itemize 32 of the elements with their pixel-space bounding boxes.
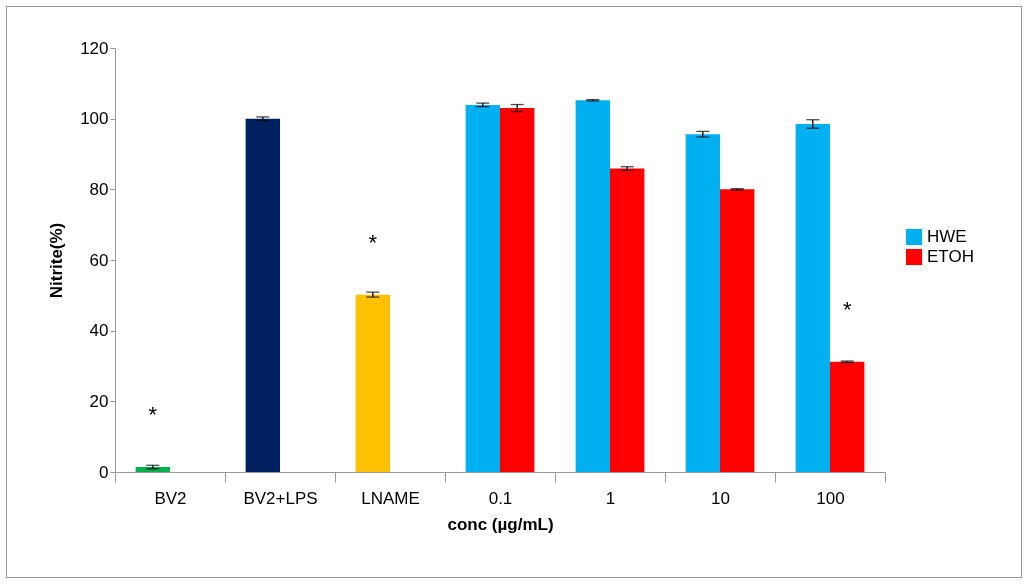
x-tick-label: 0.1	[488, 488, 513, 508]
y-axis-title: Nitrite(%)	[47, 222, 67, 299]
y-tick-label: 60	[89, 250, 109, 270]
bar	[575, 100, 610, 472]
x-tick-label: BV2+LPS	[243, 488, 318, 508]
bar	[135, 467, 170, 472]
legend-label: HWE	[927, 227, 967, 246]
annotation: *	[148, 402, 158, 428]
bar	[355, 294, 390, 472]
bar	[610, 168, 645, 472]
x-tick-label: LNAME	[361, 488, 420, 508]
bar	[795, 123, 830, 472]
x-axis-title: conc (µg/mL)	[447, 514, 554, 534]
y-tick-label: 120	[80, 38, 109, 58]
x-tick-label: BV2	[154, 488, 187, 508]
legend-label: ETOH	[927, 247, 974, 266]
bar	[685, 134, 720, 472]
bar	[830, 361, 865, 472]
y-tick-label: 0	[99, 462, 109, 482]
y-tick-label: 80	[89, 179, 109, 199]
x-tick-label: 1	[605, 488, 616, 508]
bar	[720, 189, 755, 472]
bar	[500, 108, 535, 472]
y-tick-label: 100	[80, 109, 109, 129]
y-tick-label: 40	[89, 321, 109, 341]
y-tick-label: 20	[89, 391, 109, 411]
annotation: *	[368, 229, 378, 255]
bar	[465, 104, 500, 472]
x-tick-label: 10	[711, 488, 730, 508]
bar	[245, 118, 280, 472]
annotation: *	[842, 296, 852, 322]
x-tick-label: 100	[816, 488, 845, 508]
